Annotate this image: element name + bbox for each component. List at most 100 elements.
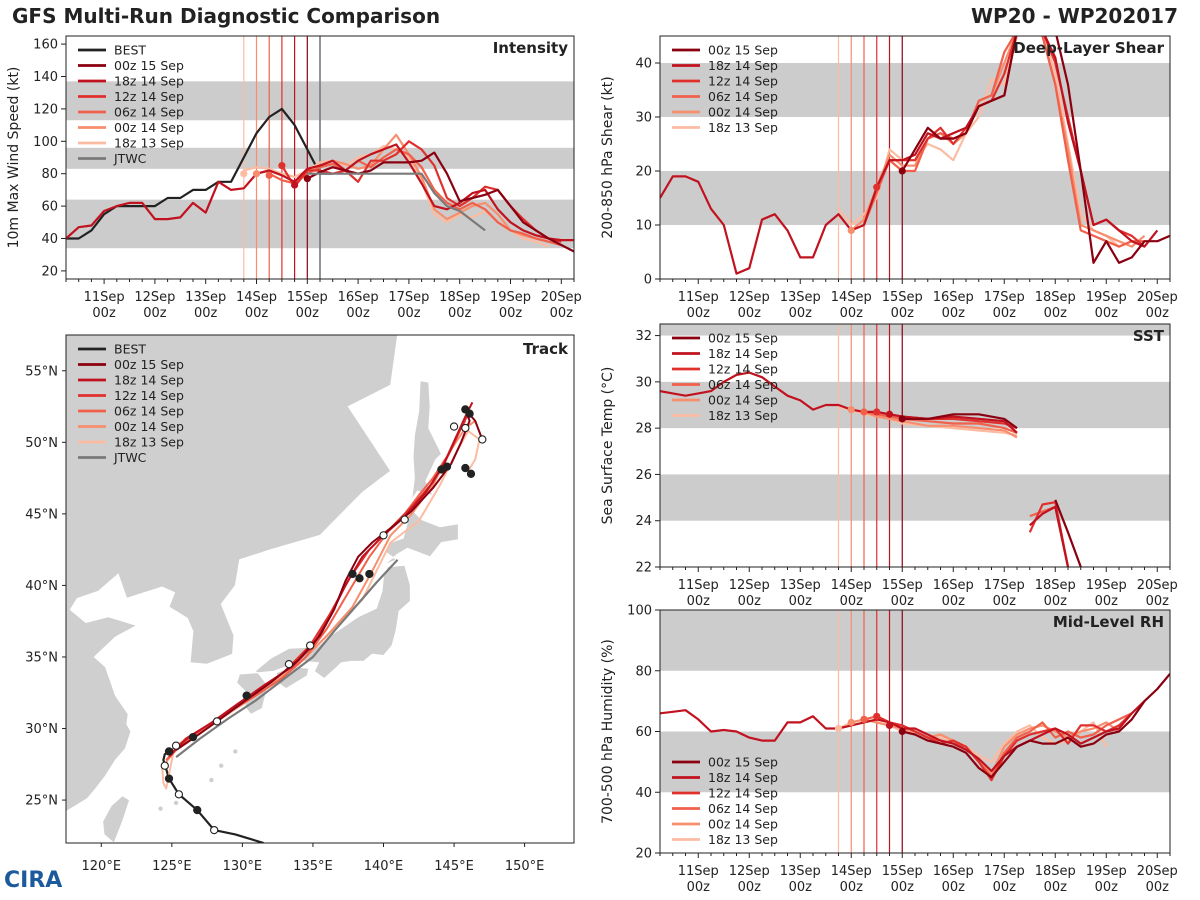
shear-xtick-label: 14Sep bbox=[831, 290, 872, 305]
intensity-legend-label: BEST bbox=[114, 43, 146, 58]
best-track-point bbox=[305, 641, 315, 650]
shear-title: Deep-Layer Shear bbox=[1013, 39, 1164, 57]
intensity-xtick-label: 00z bbox=[346, 306, 370, 321]
intensity-xtick-label: 00z bbox=[397, 306, 421, 321]
shear-legend-label: 18z 13 Sep bbox=[708, 120, 778, 135]
rh-band bbox=[660, 610, 1170, 671]
best-track-point bbox=[478, 435, 487, 444]
storm-id: WP20 - WP202017 bbox=[971, 4, 1178, 28]
track-ytick-label: 30°N bbox=[25, 722, 58, 737]
intensity-init-marker bbox=[240, 170, 248, 178]
rh-xtick-label: 00z bbox=[789, 880, 813, 895]
best-track-point bbox=[164, 774, 174, 783]
intensity-xtick-label: 19Sep bbox=[490, 290, 531, 305]
rh-xtick-label: 00z bbox=[1095, 880, 1119, 895]
track-legend-label: 18z 13 Sep bbox=[114, 435, 184, 450]
shear-xtick-label: 13Sep bbox=[780, 290, 821, 305]
intensity-ytick-label: 40 bbox=[41, 232, 58, 247]
rh-xtick-label: 18Sep bbox=[1035, 864, 1076, 879]
intensity-ylabel: 10m Max Wind Speed (kt) bbox=[6, 67, 22, 249]
sst-xtick-label: 00z bbox=[738, 594, 762, 609]
sst-xtick-label: 00z bbox=[1044, 594, 1068, 609]
rh-xtick-label: 00z bbox=[891, 880, 915, 895]
best-track-point bbox=[379, 531, 388, 540]
rh-xtick-label: 13Sep bbox=[780, 864, 821, 879]
best-track-point bbox=[188, 732, 198, 742]
island-land bbox=[158, 806, 163, 811]
rh-xtick-label: 00z bbox=[1146, 880, 1170, 895]
taiwan-land bbox=[102, 795, 130, 843]
best-track-point bbox=[174, 790, 184, 799]
track-legend-label: 18z 14 Sep bbox=[114, 373, 184, 388]
shear-xtick-label: 16Sep bbox=[933, 290, 974, 305]
sst-xtick-label: 11Sep bbox=[678, 578, 719, 593]
intensity-ytick-label: 100 bbox=[33, 135, 58, 150]
sst-series-line bbox=[902, 413, 1082, 567]
track-legend-label: 06z 14 Sep bbox=[114, 404, 184, 419]
sst-xtick-label: 20Sep bbox=[1137, 578, 1178, 593]
intensity-legend-label: JTWC bbox=[113, 151, 147, 166]
sst-xtick-label: 00z bbox=[840, 594, 864, 609]
rh-xtick-label: 14Sep bbox=[831, 864, 872, 879]
track-legend-label: JTWC bbox=[113, 450, 147, 465]
intensity-xtick-label: 00z bbox=[194, 306, 218, 321]
rh-ytick-label: 80 bbox=[635, 664, 652, 679]
track-xtick-label: 140°E bbox=[364, 859, 404, 874]
shear-init-marker bbox=[873, 183, 881, 191]
sst-init-marker bbox=[873, 408, 881, 416]
shear-init-marker bbox=[898, 167, 906, 175]
sst-xtick-label: 00z bbox=[789, 594, 813, 609]
intensity-ytick-label: 60 bbox=[41, 200, 58, 215]
intensity-series-line bbox=[306, 151, 574, 253]
rh-xtick-label: 00z bbox=[840, 880, 864, 895]
rh-legend-label: 18z 14 Sep bbox=[708, 770, 778, 785]
rh-xtick-label: 00z bbox=[942, 880, 966, 895]
best-track-point bbox=[210, 825, 219, 835]
shear-legend-label: 00z 14 Sep bbox=[708, 105, 778, 120]
sst-xtick-label: 15Sep bbox=[882, 578, 923, 593]
best-track-point bbox=[193, 805, 202, 815]
rh-xtick-label: 16Sep bbox=[933, 864, 974, 879]
track-title: Track bbox=[523, 340, 569, 358]
best-track-point bbox=[242, 691, 251, 700]
best-track-point bbox=[284, 659, 294, 669]
rh-xtick-label: 19Sep bbox=[1086, 864, 1127, 879]
track-ytick-label: 25°N bbox=[25, 794, 58, 809]
best-track-point bbox=[466, 469, 476, 478]
sst-legend-label: 06z 14 Sep bbox=[708, 377, 778, 392]
intensity-legend-label: 00z 14 Sep bbox=[114, 120, 184, 135]
intensity-ytick-label: 120 bbox=[33, 102, 58, 117]
shear-xtick-label: 19Sep bbox=[1086, 290, 1127, 305]
rh-init-marker bbox=[898, 727, 906, 736]
sst-title: SST bbox=[1133, 327, 1165, 345]
cira-logo: CIRA bbox=[4, 868, 63, 893]
intensity-xtick-label: 11Sep bbox=[84, 290, 125, 305]
best-track-point bbox=[164, 747, 174, 756]
sst-xtick-label: 00z bbox=[687, 594, 711, 609]
best-track-point bbox=[355, 574, 364, 583]
track-xtick-label: 130°E bbox=[223, 859, 263, 874]
shear-xtick-label: 00z bbox=[993, 306, 1017, 321]
intensity-xtick-label: 18Sep bbox=[439, 290, 480, 305]
intensity-series-line bbox=[66, 107, 333, 240]
intensity-xtick-label: 16Sep bbox=[338, 290, 379, 305]
mainland-land bbox=[66, 335, 399, 812]
track-legend-label: 00z 14 Sep bbox=[114, 419, 184, 434]
intensity-xtick-label: 00z bbox=[448, 306, 472, 321]
sst-xtick-label: 00z bbox=[1095, 594, 1119, 609]
shear-band bbox=[660, 171, 1170, 225]
shear-xtick-label: 00z bbox=[687, 306, 711, 321]
track-xtick-label: 135°E bbox=[293, 859, 333, 874]
shear-series-line bbox=[901, 36, 1170, 264]
sst-ylabel: Sea Surface Temp (°C) bbox=[600, 367, 616, 525]
sst-init-marker bbox=[885, 410, 894, 418]
best-track-point bbox=[461, 463, 470, 473]
rh-title: Mid-Level RH bbox=[1053, 613, 1164, 631]
shear-xtick-label: 17Sep bbox=[984, 290, 1025, 305]
sst-xtick-label: 12Sep bbox=[729, 578, 770, 593]
shear-xtick-label: 15Sep bbox=[882, 290, 923, 305]
rh-init-marker bbox=[834, 724, 843, 733]
sst-xtick-label: 14Sep bbox=[831, 578, 872, 593]
sst-ytick-label: 26 bbox=[635, 468, 652, 483]
shear-init-marker bbox=[847, 226, 855, 234]
